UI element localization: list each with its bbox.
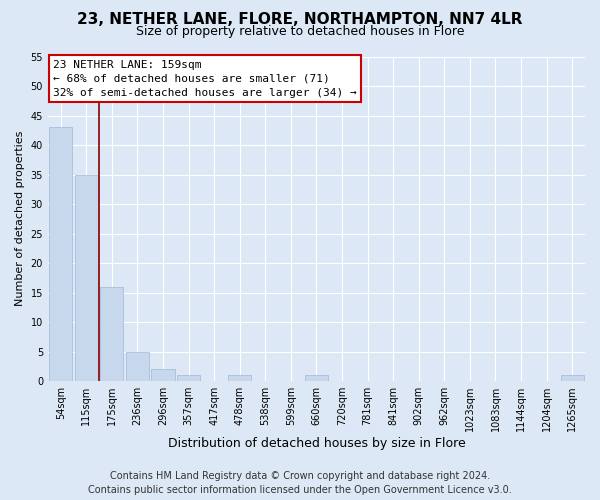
Y-axis label: Number of detached properties: Number of detached properties	[15, 131, 25, 306]
X-axis label: Distribution of detached houses by size in Flore: Distribution of detached houses by size …	[167, 437, 466, 450]
Text: Contains HM Land Registry data © Crown copyright and database right 2024.
Contai: Contains HM Land Registry data © Crown c…	[88, 471, 512, 495]
Bar	[151, 370, 175, 381]
Bar	[126, 352, 149, 381]
Bar	[75, 174, 98, 381]
Bar	[177, 375, 200, 381]
Text: Size of property relative to detached houses in Flore: Size of property relative to detached ho…	[136, 25, 464, 38]
Text: 23, NETHER LANE, FLORE, NORTHAMPTON, NN7 4LR: 23, NETHER LANE, FLORE, NORTHAMPTON, NN7…	[77, 12, 523, 28]
Bar	[561, 375, 584, 381]
Bar	[305, 375, 328, 381]
Bar	[228, 375, 251, 381]
Text: 23 NETHER LANE: 159sqm
← 68% of detached houses are smaller (71)
32% of semi-det: 23 NETHER LANE: 159sqm ← 68% of detached…	[53, 60, 357, 98]
Bar	[49, 128, 72, 381]
Bar	[100, 286, 124, 381]
